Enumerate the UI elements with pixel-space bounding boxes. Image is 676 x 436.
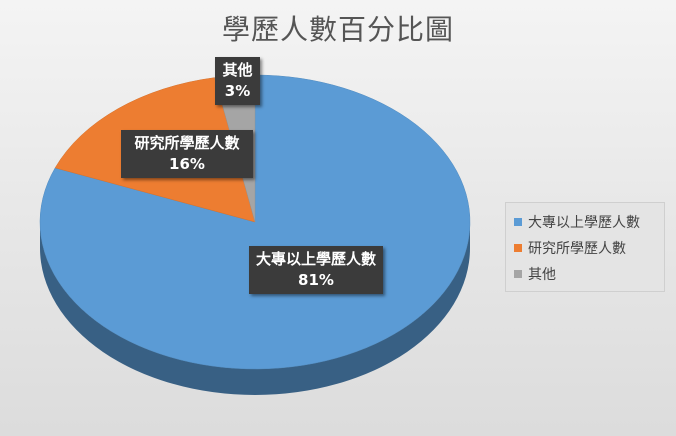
legend-item-other[interactable]: 其他 xyxy=(514,261,656,287)
chart-title: 學歷人數百分比圖 xyxy=(221,13,454,46)
data-label-graduate: 研究所學歷人數 16% xyxy=(121,130,253,178)
legend-swatch xyxy=(514,218,522,226)
data-label-name: 研究所學歷人數 xyxy=(134,134,240,152)
data-label-other: 其他 3% xyxy=(215,57,260,105)
legend-swatch xyxy=(514,244,522,252)
legend-label: 研究所學歷人數 xyxy=(528,241,626,257)
legend-swatch xyxy=(514,270,522,278)
data-label-name: 大專以上學歷人數 xyxy=(255,250,376,268)
data-label-percent: 81% xyxy=(298,271,334,289)
data-label-percent: 16% xyxy=(169,155,205,173)
data-label-name: 其他 xyxy=(222,61,253,79)
legend: 大專以上學歷人數 研究所學歷人數 其他 xyxy=(505,202,665,292)
data-label-college: 大專以上學歷人數 81% xyxy=(249,246,383,294)
legend-label: 其他 xyxy=(528,267,556,283)
data-label-percent: 3% xyxy=(224,82,251,100)
pie-side-0 xyxy=(40,222,470,395)
legend-item-graduate[interactable]: 研究所學歷人數 xyxy=(514,235,656,261)
legend-item-college[interactable]: 大專以上學歷人數 xyxy=(514,209,656,235)
legend-label: 大專以上學歷人數 xyxy=(528,215,640,231)
